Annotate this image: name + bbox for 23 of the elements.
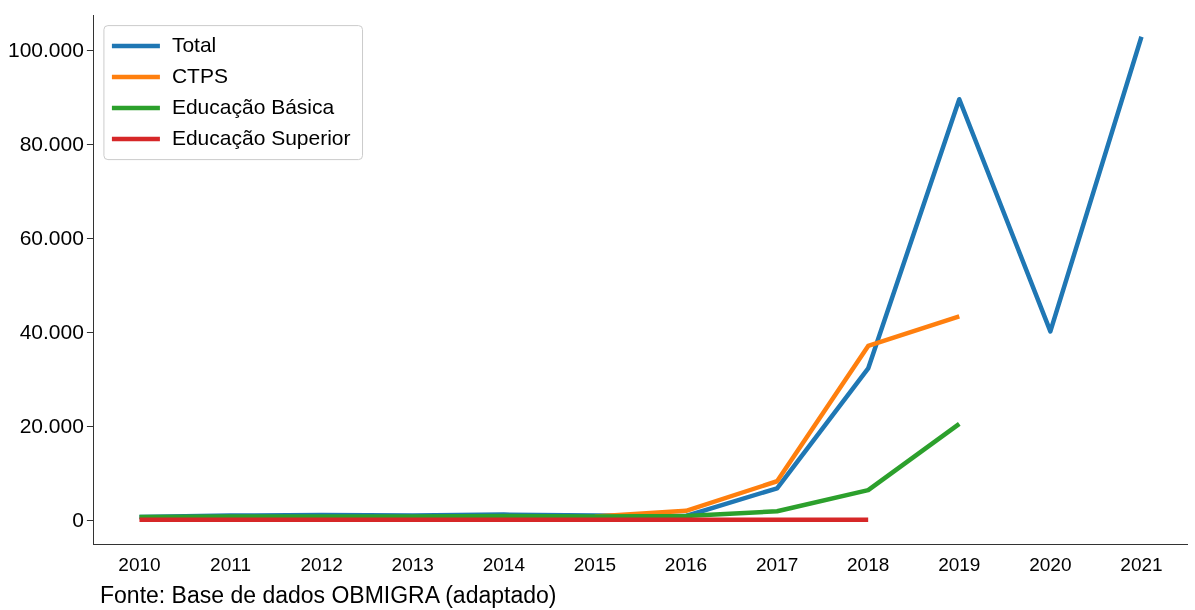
legend-label: CTPS [171,63,228,87]
legend-label: Educação Superior [171,125,351,149]
x-tick-label: 2011 [210,553,251,575]
x-tick-label: 2016 [664,553,708,575]
x-tick-label: 2019 [938,553,981,575]
x-tick-label: 2020 [1029,553,1072,575]
x-tick-label: 2015 [573,553,617,575]
x-tick-label: 2017 [755,553,799,575]
y-tick-label: 100.000 [7,37,84,61]
x-tick-label: 2021 [1120,553,1163,575]
source-note: Fonte: Base de dados OBMIGRA (adaptado) [100,582,557,609]
y-tick-label: 0 [72,507,84,531]
legend-label: Total [171,32,217,56]
x-tick-label: 2018 [847,553,890,575]
y-tick-label: 20.000 [19,413,84,437]
y-tick-label: 60.000 [19,225,84,249]
y-tick-label: 40.000 [19,319,84,343]
x-tick-label: 2010 [118,553,161,575]
legend-label: Educação Básica [171,94,335,118]
x-tick-label: 2013 [391,553,434,575]
x-tick-label: 2014 [482,553,526,575]
y-tick-label: 80.000 [19,131,84,155]
x-tick-label: 2012 [300,553,343,575]
